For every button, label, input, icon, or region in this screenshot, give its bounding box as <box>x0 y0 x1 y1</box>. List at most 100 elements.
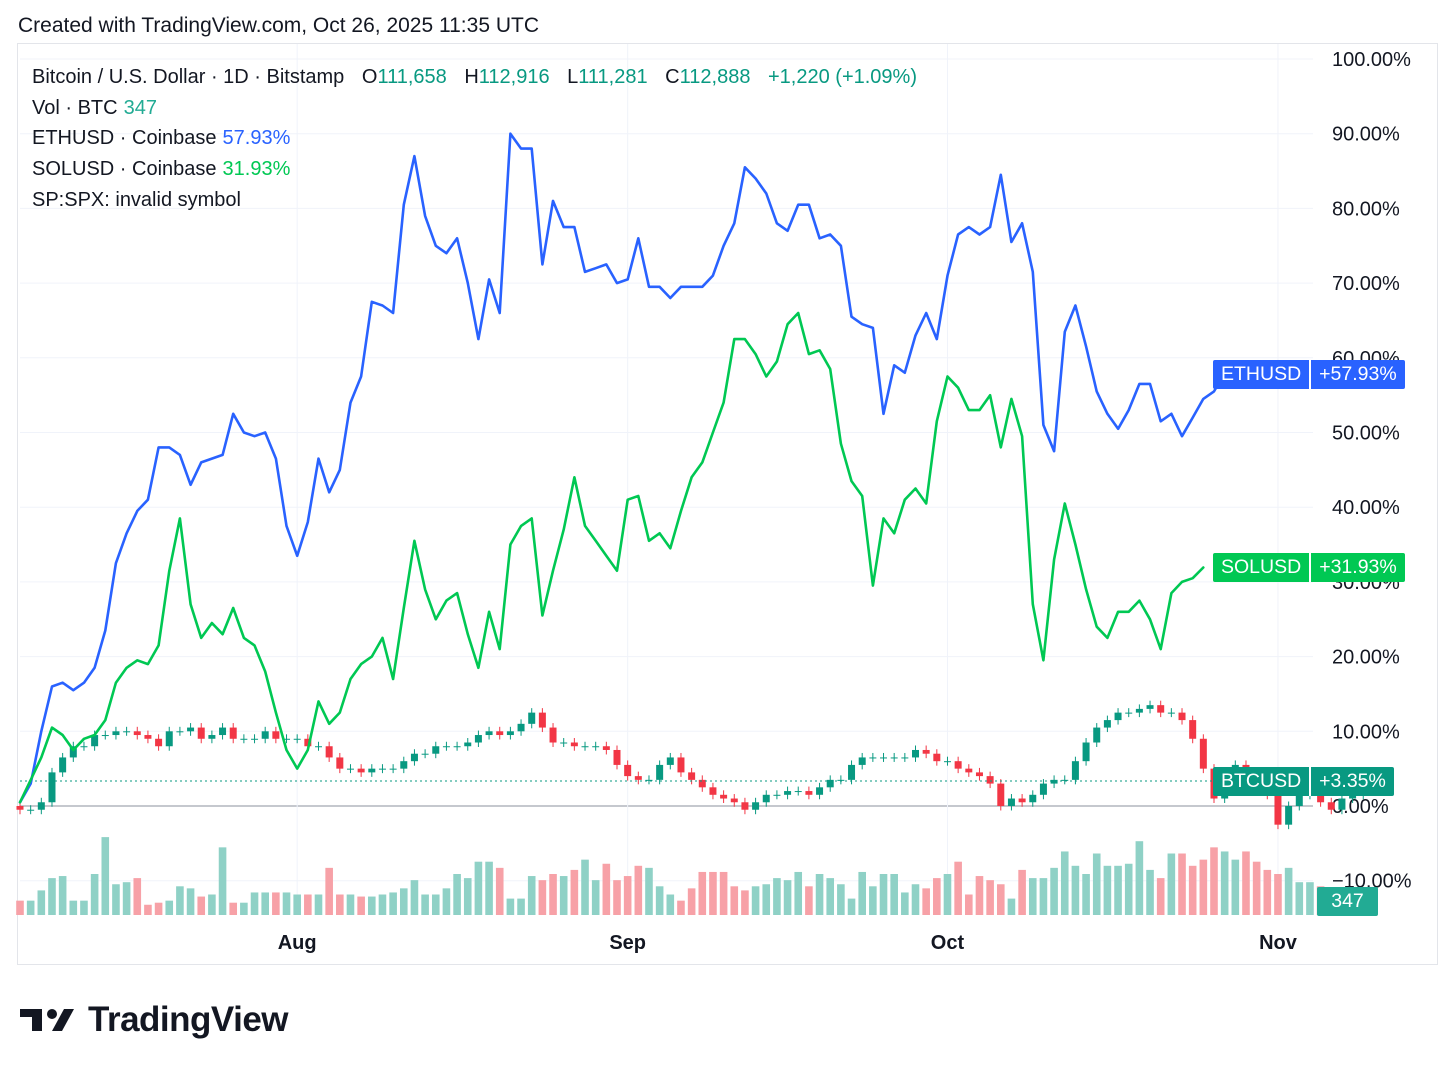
candle-body <box>69 746 77 758</box>
volume-bar <box>879 874 888 915</box>
candle-body <box>773 794 781 796</box>
btc-tag-value: +3.35% <box>1319 770 1386 792</box>
candle-body <box>496 731 504 736</box>
candle-body <box>432 746 440 754</box>
y-tick-label: 80.00% <box>1332 198 1400 220</box>
candle-body <box>528 712 536 724</box>
candle-body <box>730 798 738 803</box>
candle-body <box>1103 720 1111 728</box>
legend-volume-value: 347 <box>123 96 157 119</box>
volume-bar <box>1188 865 1197 915</box>
candle-body <box>410 753 418 762</box>
candle-body <box>1125 712 1133 714</box>
volume-bar <box>261 892 269 915</box>
candle-body <box>123 731 131 733</box>
legend-main-row[interactable]: Bitcoin / U.S. Dollar · 1D · Bitstamp O1… <box>32 62 917 93</box>
volume-bar <box>495 867 504 915</box>
volume-bar <box>719 871 728 915</box>
volume-bar <box>954 861 962 915</box>
candle-body <box>474 735 482 743</box>
volume-bar <box>559 876 568 915</box>
legend-close-label: C <box>665 66 680 88</box>
candle-body <box>570 742 578 747</box>
candle-body <box>890 757 898 759</box>
volume-bar <box>666 894 675 915</box>
candle-body <box>304 738 312 747</box>
tradingview-logo-icon <box>20 1009 74 1031</box>
volume-bar <box>453 874 461 915</box>
legend-volume-row[interactable]: Vol · BTC 347 <box>32 93 917 124</box>
candle-body <box>1082 742 1090 762</box>
volume-bar <box>933 878 941 915</box>
candle-body <box>357 768 365 773</box>
candle-body <box>176 731 184 733</box>
volume-bar <box>250 892 259 915</box>
candle-body <box>794 791 802 793</box>
volume-bar <box>805 886 813 915</box>
legend-low-label: L <box>567 66 579 88</box>
candle-body <box>933 753 941 762</box>
volume-bar <box>996 884 1005 915</box>
candle-body <box>389 768 397 770</box>
candle-body <box>762 794 770 803</box>
volume-bar <box>1263 869 1272 915</box>
candle-body <box>922 749 930 754</box>
candle-body <box>293 738 301 740</box>
eth-tag-name: ETHUSD <box>1221 363 1302 385</box>
candle-body <box>645 779 653 781</box>
candle-body <box>826 779 834 788</box>
candle-body <box>155 738 163 747</box>
candle-body <box>506 731 514 736</box>
volume-bar <box>517 898 525 915</box>
volume-bar <box>240 902 248 915</box>
volume-bar <box>623 876 632 915</box>
tradingview-brand[interactable]: TradingView <box>20 1000 289 1040</box>
volume-bar <box>272 892 280 915</box>
volume-bar <box>527 876 536 915</box>
brand-wordmark: TradingView <box>88 1000 289 1039</box>
volume-bar <box>1124 863 1133 915</box>
tag-separator <box>1309 553 1312 582</box>
candle-body <box>229 727 237 739</box>
volume-bar <box>1167 853 1176 915</box>
volume-bar <box>346 894 355 915</box>
y-tick-label: 10.00% <box>1332 721 1400 743</box>
candle-body <box>464 742 472 747</box>
legend-sol-row[interactable]: SOLUSD · Coinbase 31.93% <box>32 154 917 185</box>
solusd-line <box>18 311 1205 804</box>
volume-bar <box>1306 882 1314 915</box>
volume-bar <box>410 880 419 915</box>
y-tick-label: 70.00% <box>1332 273 1400 295</box>
candle-body <box>943 761 951 763</box>
candle-body <box>1178 712 1186 721</box>
legend-eth-row[interactable]: ETHUSD · Coinbase 57.93% <box>32 123 917 154</box>
candle-body <box>112 731 120 736</box>
volume-bar <box>1071 865 1080 915</box>
volume-bar <box>1178 853 1186 915</box>
candle-body <box>1093 727 1101 743</box>
chart-header: Created with TradingView.com, Oct 26, 20… <box>18 14 539 37</box>
candle-body <box>805 791 813 795</box>
volume-bar <box>965 894 973 915</box>
volume-bar <box>90 874 99 915</box>
x-tick-label: Aug <box>278 932 317 954</box>
sol-tag-value: +31.93% <box>1319 556 1397 578</box>
candle-body <box>1295 794 1303 806</box>
btc-price-tag: BTCUSD +3.35% <box>1213 767 1394 796</box>
volume-bar <box>1295 882 1304 915</box>
volume-bar <box>986 880 994 915</box>
candle-body <box>1029 794 1037 803</box>
volume-bar <box>762 884 771 915</box>
candle-body <box>581 746 589 748</box>
candle-body <box>1157 705 1165 713</box>
candle-body <box>1327 802 1335 810</box>
candle-body <box>16 806 24 810</box>
candle-body <box>283 738 291 740</box>
volume-bar <box>122 882 131 915</box>
legend-spx-row[interactable]: SP:SPX: invalid symbol <box>32 185 917 216</box>
volume-bar <box>1199 859 1208 915</box>
volume-bar <box>634 865 643 915</box>
candle-body <box>219 727 227 736</box>
volume-tag: 347 <box>1317 887 1378 916</box>
